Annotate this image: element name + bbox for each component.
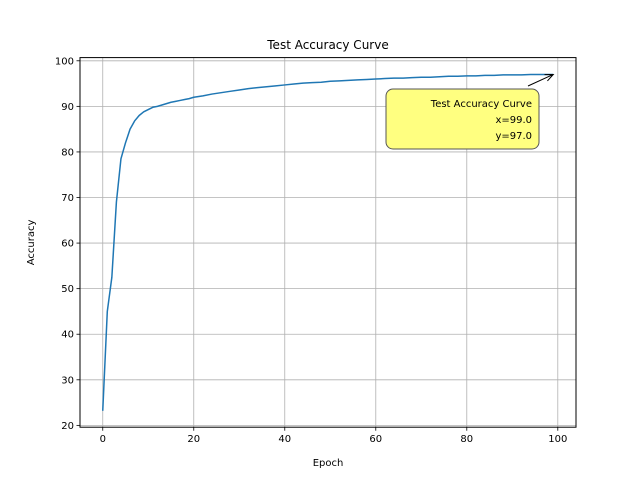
y-tick-label: 80 [61, 147, 74, 158]
chart-title: Test Accuracy Curve [266, 38, 388, 52]
y-axis-ticks: 20 30 40 50 60 70 80 90 100 [55, 56, 80, 432]
plot-frame [79, 57, 577, 428]
x-axis-ticks: 0 20 40 60 80 100 [100, 427, 567, 445]
y-tick-label: 20 [61, 421, 74, 432]
y-tick-label: 70 [61, 193, 74, 204]
x-tick-label: 0 [100, 434, 106, 445]
annotation-line-1: Test Accuracy Curve [430, 99, 532, 110]
x-tick-label: 100 [548, 434, 567, 445]
annotation: Test Accuracy Curve x=99.0 y=97.0 [385, 73, 555, 150]
y-tick-label: 60 [61, 239, 74, 250]
series-layer [102, 73, 554, 411]
y-tick-label: 90 [61, 102, 74, 113]
x-tick-label: 80 [460, 434, 473, 445]
y-tick-label: 40 [61, 330, 74, 341]
x-tick-label: 60 [369, 434, 382, 445]
y-tick-label: 30 [61, 375, 74, 386]
annotation-box [385, 88, 540, 150]
annotation-line-2: x=99.0 [495, 115, 532, 126]
y-tick-label: 50 [61, 284, 74, 295]
x-tick-label: 40 [278, 434, 291, 445]
y-tick-label: 100 [55, 56, 74, 67]
annotation-line-3: y=97.0 [495, 131, 532, 142]
x-tick-label: 20 [187, 434, 200, 445]
x-axis-label: Epoch [313, 458, 344, 469]
accuracy-line [102, 73, 554, 411]
annotation-arrow [527, 73, 555, 87]
y-axis-label: Accuracy [26, 219, 37, 265]
